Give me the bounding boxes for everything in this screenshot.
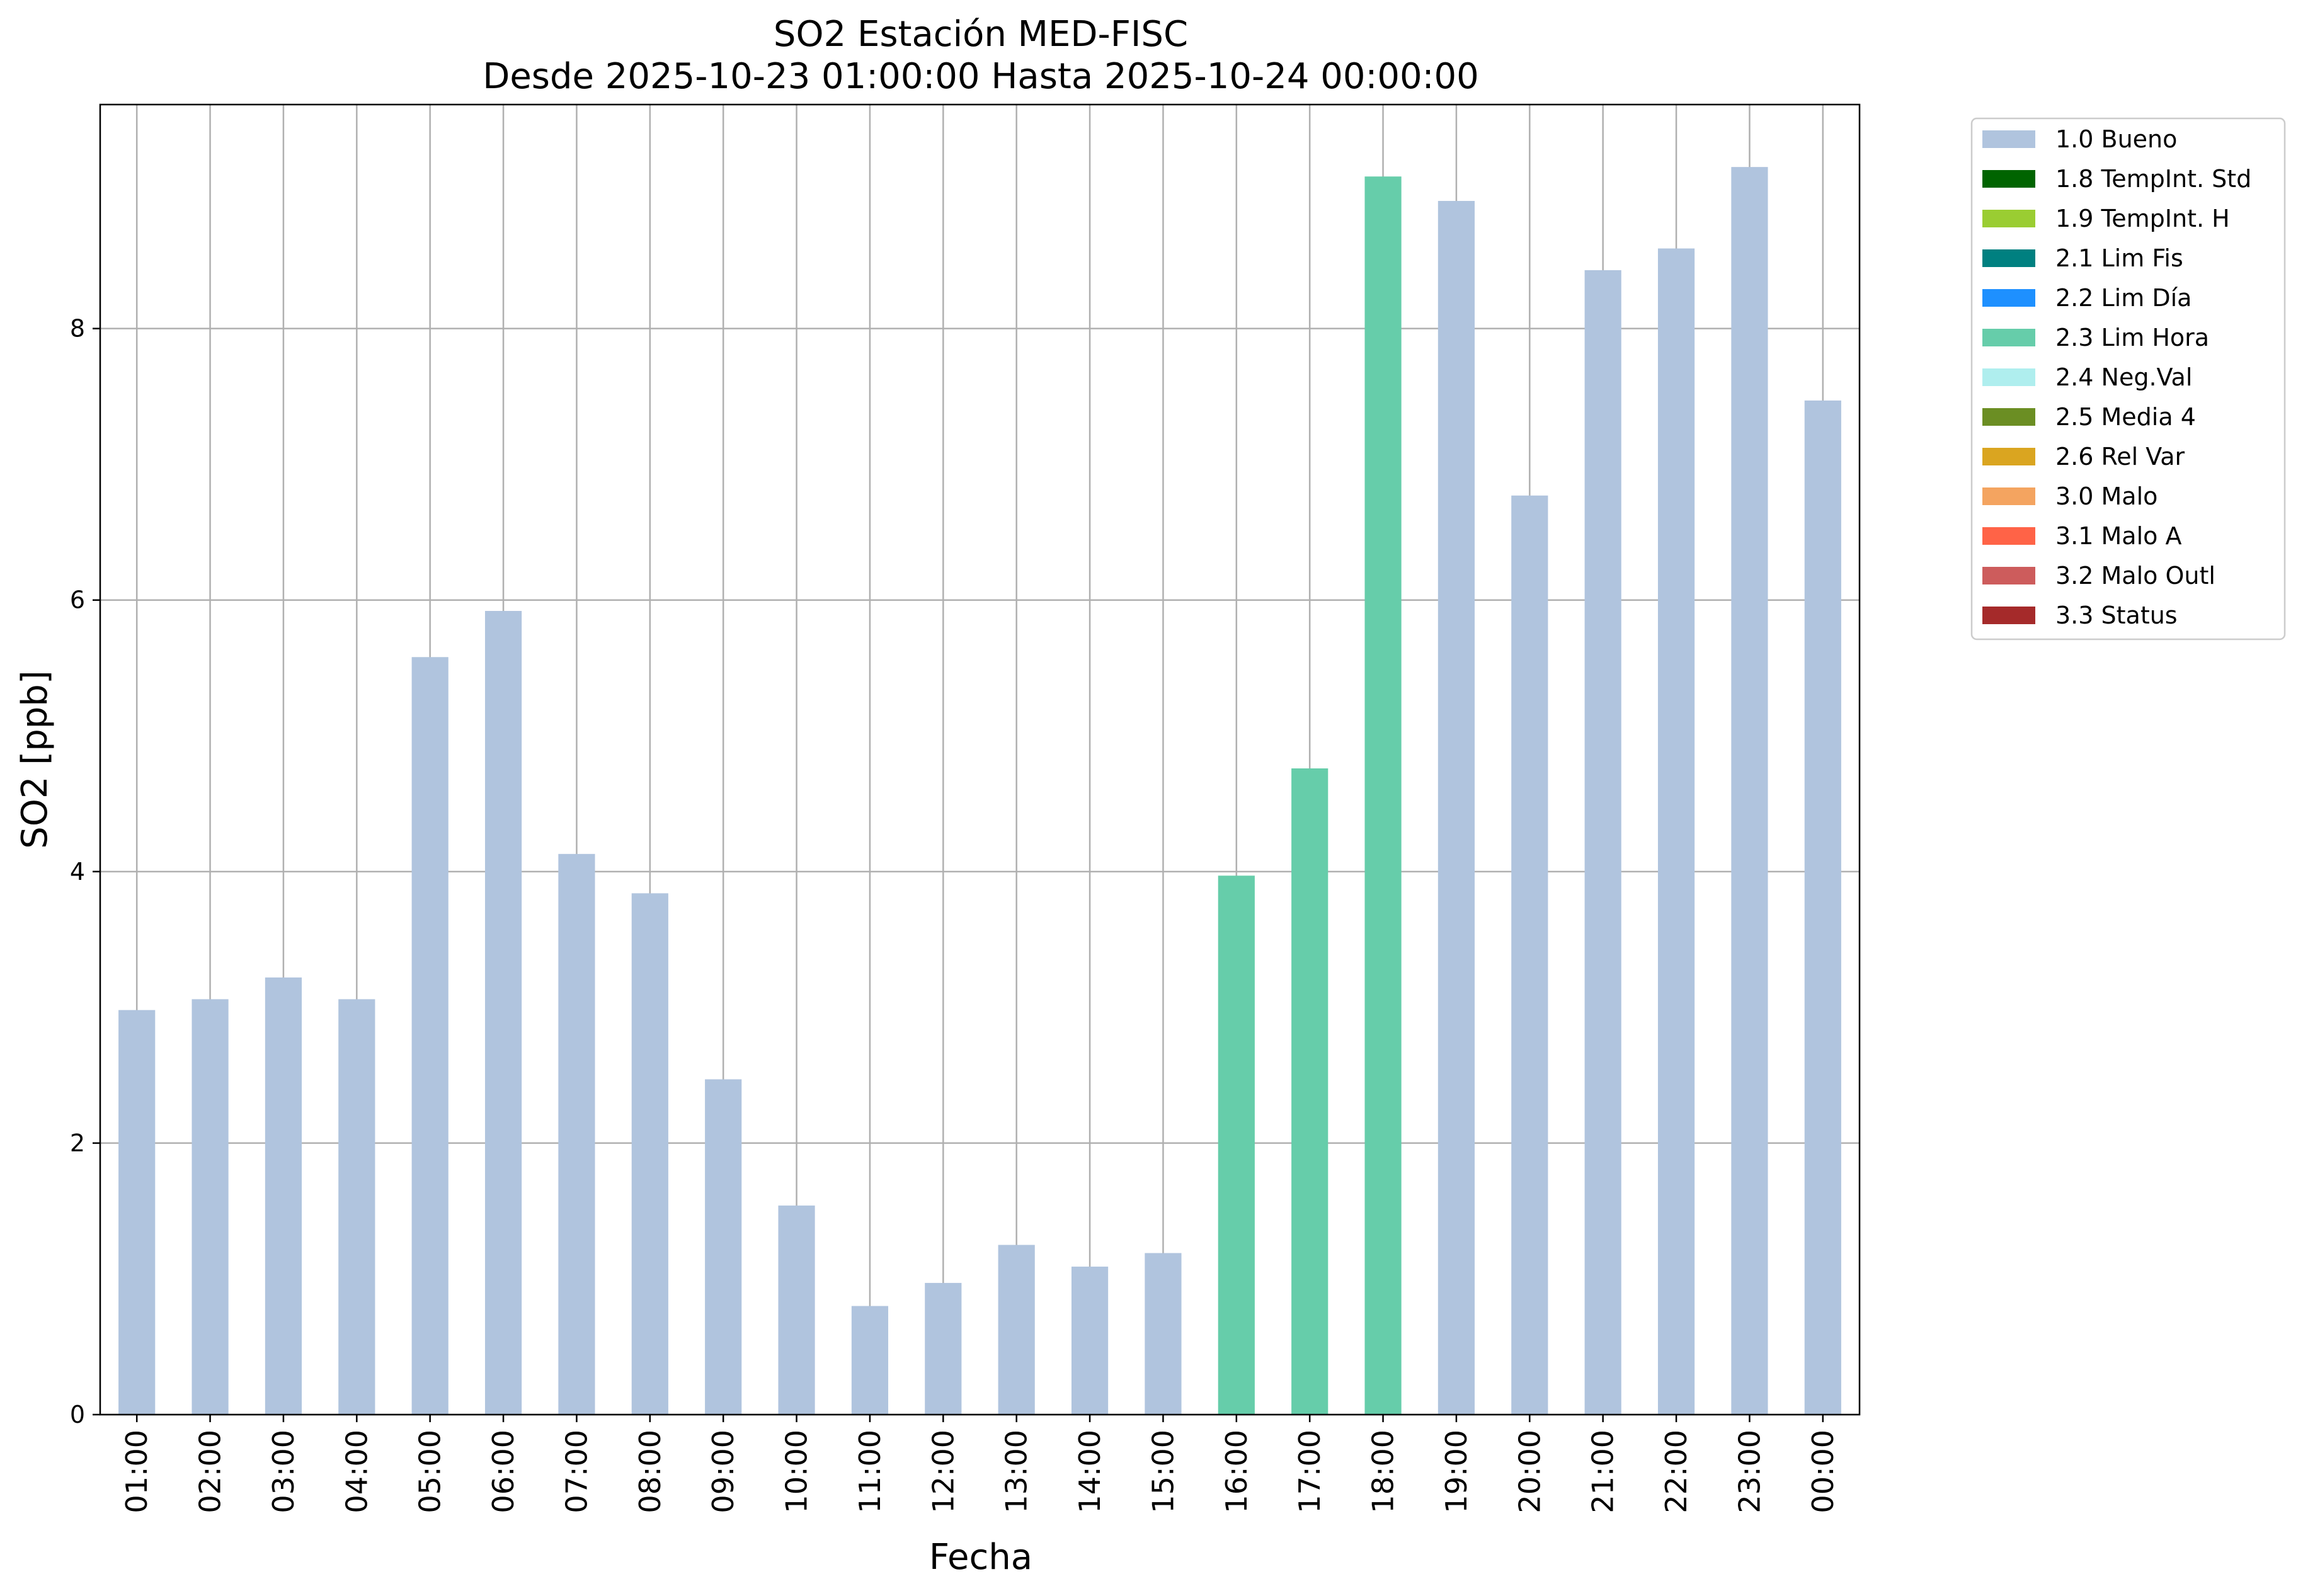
- legend-swatch: [1982, 527, 2035, 545]
- bar-1900: [1437, 201, 1475, 1415]
- bar-0900: [705, 1079, 742, 1415]
- legend-label: 3.3 Status: [2055, 601, 2178, 629]
- bar-0000: [1804, 400, 1841, 1415]
- x-tick-label: 00:00: [1806, 1430, 1840, 1513]
- y-tick-label: 2: [70, 1129, 85, 1157]
- x-tick-label: 10:00: [780, 1430, 814, 1513]
- legend-label: 1.9 TempInt. H: [2055, 205, 2230, 232]
- bar-0200: [191, 999, 229, 1415]
- bar-0100: [118, 1010, 156, 1415]
- x-tick-label: 07:00: [559, 1430, 593, 1513]
- legend-swatch: [1982, 130, 2035, 148]
- bar-0300: [265, 977, 302, 1415]
- bar-1800: [1364, 176, 1402, 1415]
- legend-swatch: [1982, 249, 2035, 267]
- x-tick-label: 02:00: [193, 1430, 227, 1513]
- x-tick-label: 08:00: [633, 1430, 667, 1513]
- bar-1700: [1291, 768, 1329, 1415]
- legend-swatch: [1982, 289, 2035, 307]
- x-tick-label: 09:00: [706, 1430, 740, 1513]
- x-axis-ticks: 01:00 02:00 03:00 04:00 05:00 06:00 07:00 08:00…: [120, 1415, 1840, 1513]
- x-tick-label: 06:00: [486, 1430, 520, 1513]
- legend-label: 1.8 TempInt. Std: [2055, 165, 2251, 193]
- legend-label: 2.1 Lim Fis: [2055, 244, 2183, 272]
- y-axis-ticks: 0 2 4 6 8: [70, 315, 100, 1428]
- bar-2300: [1731, 167, 1768, 1415]
- x-tick-label: 15:00: [1146, 1430, 1180, 1513]
- x-tick-label: 12:00: [926, 1430, 960, 1513]
- legend-label: 2.3 Lim Hora: [2055, 324, 2209, 351]
- x-tick-label: 23:00: [1732, 1430, 1766, 1513]
- y-axis-label: SO2 [ppb]: [14, 670, 55, 848]
- legend-items: 1.0 Bueno 1.8 TempInt. Std 1.9 TempInt. H 2…: [1982, 125, 2251, 629]
- legend-label: 2.4 Neg.Val: [2055, 363, 2192, 391]
- x-tick-label: 04:00: [340, 1430, 374, 1513]
- legend-swatch: [1982, 487, 2035, 505]
- x-tick-label: 21:00: [1586, 1430, 1620, 1513]
- legend-frame: [1970, 117, 2286, 641]
- legend-swatch: [1982, 210, 2035, 227]
- legend-label: 2.6 Rel Var: [2055, 443, 2185, 470]
- x-tick-label: 20:00: [1512, 1430, 1546, 1513]
- bar-0600: [484, 610, 522, 1415]
- legend-swatch: [1982, 170, 2035, 188]
- bar-0500: [411, 657, 449, 1415]
- x-tick-label: 16:00: [1220, 1430, 1254, 1513]
- legend-label: 3.2 Malo Outl: [2055, 562, 2215, 590]
- bar-1500: [1145, 1253, 1182, 1415]
- legend-label: 3.1 Malo A: [2055, 522, 2181, 550]
- y-tick-label: 4: [70, 858, 85, 886]
- legend-swatch: [1982, 567, 2035, 584]
- bar-2100: [1584, 270, 1621, 1415]
- chart-title: SO2 Estación MED-FISC: [774, 14, 1188, 55]
- legend-swatch: [1982, 329, 2035, 346]
- y-tick-label: 6: [70, 586, 85, 614]
- bar-1400: [1071, 1267, 1109, 1415]
- x-tick-label: 17:00: [1293, 1430, 1327, 1513]
- y-tick-label: 0: [70, 1401, 85, 1428]
- bar-1300: [998, 1245, 1035, 1415]
- bar-2000: [1511, 495, 1548, 1415]
- x-tick-label: 11:00: [853, 1430, 887, 1513]
- x-tick-label: 03:00: [266, 1430, 300, 1513]
- x-tick-label: 19:00: [1439, 1430, 1473, 1513]
- legend-swatch: [1982, 408, 2035, 426]
- chart-subtitle: Desde 2025-10-23 01:00:00 Hasta 2025-10-…: [483, 56, 1479, 97]
- plot-area-frame: [99, 103, 1861, 1416]
- y-tick-label: 8: [70, 315, 85, 343]
- x-tick-label: 14:00: [1073, 1430, 1107, 1513]
- legend-label: 2.2 Lim Día: [2055, 284, 2192, 312]
- bars: [118, 167, 1841, 1415]
- x-tick-label: 22:00: [1659, 1430, 1693, 1513]
- bar-1100: [851, 1306, 889, 1415]
- legend: 1.0 Bueno 1.8 TempInt. Std 1.9 TempInt. H 2…: [1970, 117, 2286, 641]
- bar-0400: [338, 999, 375, 1415]
- bar-0800: [631, 893, 668, 1415]
- bar-1200: [925, 1282, 962, 1415]
- legend-swatch: [1982, 368, 2035, 386]
- bar-0700: [558, 853, 595, 1415]
- x-tick-label: 01:00: [120, 1430, 154, 1513]
- legend-label: 2.5 Media 4: [2055, 403, 2196, 431]
- x-tick-label: 05:00: [413, 1430, 447, 1513]
- legend-swatch: [1982, 448, 2035, 465]
- legend-swatch: [1982, 607, 2035, 624]
- legend-label: 3.0 Malo: [2055, 482, 2157, 510]
- x-tick-label: 13:00: [1000, 1430, 1034, 1513]
- bar-1600: [1218, 875, 1255, 1415]
- legend-label: 1.0 Bueno: [2055, 125, 2177, 153]
- x-axis-label: Fecha: [929, 1537, 1032, 1578]
- bar-2200: [1657, 248, 1695, 1415]
- bar-1000: [778, 1206, 815, 1415]
- x-tick-label: 18:00: [1366, 1430, 1400, 1513]
